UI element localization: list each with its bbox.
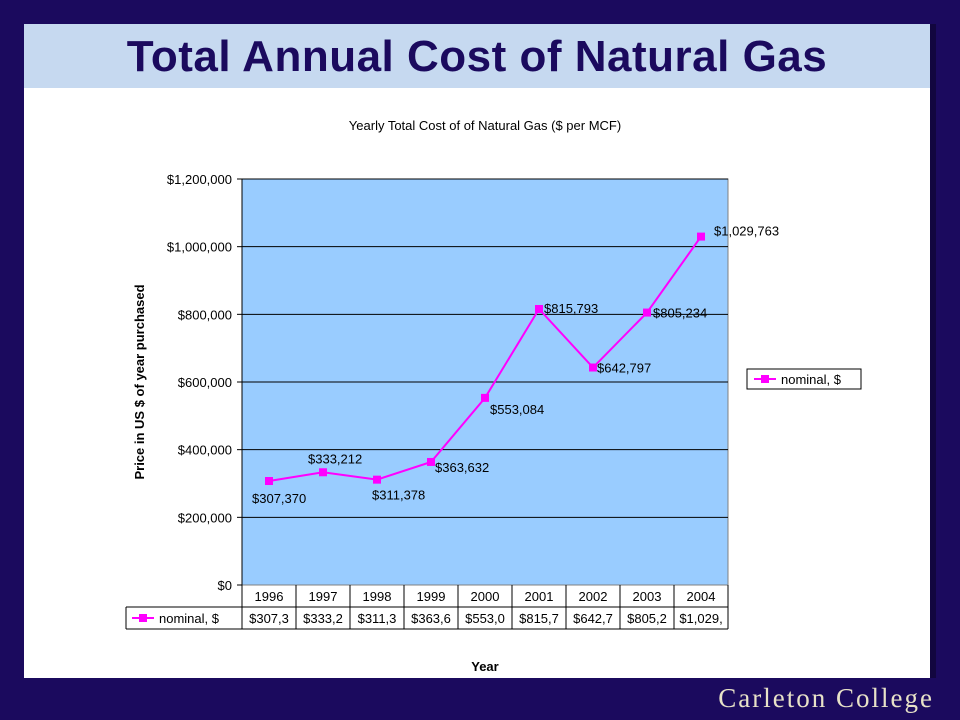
table-value: $805,2 bbox=[627, 611, 667, 626]
data-label: $553,084 bbox=[490, 402, 544, 417]
y-tick-label: $0 bbox=[218, 578, 232, 593]
table-value: $642,7 bbox=[573, 611, 613, 626]
title-band bbox=[24, 24, 930, 88]
data-point bbox=[535, 304, 543, 313]
data-table: 1996 $307,3 1997 $333,2 1998 $311,3 1999 $363,6… bbox=[125, 585, 729, 630]
data-point bbox=[373, 475, 381, 484]
chart: Yearly Total Cost of of Natural Gas ($ p… bbox=[125, 118, 862, 674]
x-axis-title: Year bbox=[471, 659, 498, 674]
y-tick-label: $1,200,000 bbox=[167, 172, 232, 187]
legend-box bbox=[746, 368, 862, 390]
data-point bbox=[589, 363, 597, 372]
legend-label: nominal, $ bbox=[781, 372, 842, 387]
x-tick-label: 2001 bbox=[525, 589, 554, 604]
legend-marker bbox=[761, 375, 769, 383]
table-legend-label: nominal, $ bbox=[159, 611, 220, 626]
x-tick-label: 2004 bbox=[687, 589, 716, 604]
data-label: $363,632 bbox=[435, 460, 489, 475]
x-tick-label: 2002 bbox=[579, 589, 608, 604]
y-tick-label: $600,000 bbox=[178, 375, 232, 390]
table-value: $311,3 bbox=[358, 611, 397, 626]
x-tick-label: 1997 bbox=[309, 589, 338, 604]
y-tick-label: $1,000,000 bbox=[167, 240, 232, 255]
y-tick-label: $200,000 bbox=[178, 510, 232, 525]
data-point bbox=[427, 457, 435, 466]
table-value: $553,0 bbox=[465, 611, 505, 626]
slide-title: Total Annual Cost of Natural Gas bbox=[126, 32, 828, 81]
table-value: $333,2 bbox=[303, 611, 343, 626]
legend: nominal, $ bbox=[746, 368, 862, 390]
table-value: $815,7 bbox=[519, 611, 559, 626]
y-axis-title: Price in US $ of year purchased bbox=[132, 284, 147, 479]
data-label: $307,370 bbox=[252, 491, 306, 506]
y-tick-label: $400,000 bbox=[178, 443, 232, 458]
data-point bbox=[643, 308, 651, 317]
data-label: $805,234 bbox=[653, 306, 707, 321]
data-label: $311,378 bbox=[372, 488, 425, 503]
data-point bbox=[319, 468, 327, 477]
data-label: $642,797 bbox=[597, 361, 651, 376]
table-value: $363,6 bbox=[411, 611, 451, 626]
chart-title: Yearly Total Cost of of Natural Gas ($ p… bbox=[349, 118, 621, 133]
slide: Total Annual Cost of Natural Gas Yearly … bbox=[24, 24, 936, 678]
y-tick-label: $800,000 bbox=[178, 307, 232, 322]
data-label: $1,029,763 bbox=[714, 224, 779, 239]
data-label: $815,793 bbox=[544, 301, 598, 316]
x-tick-label: 2000 bbox=[471, 589, 500, 604]
x-tick-label: 1996 bbox=[255, 589, 284, 604]
x-tick-label: 1998 bbox=[363, 589, 392, 604]
plot-area: $0 $200,000 $400,000 $600,000 $800,000 $1,000… bbox=[167, 172, 779, 593]
data-label: $333,212 bbox=[308, 451, 362, 466]
brand-logo-text: Carleton College bbox=[718, 683, 934, 713]
x-tick-label: 2003 bbox=[633, 589, 662, 604]
table-value: $307,3 bbox=[249, 611, 289, 626]
data-point bbox=[265, 477, 273, 486]
table-legend-marker bbox=[139, 614, 147, 622]
table-value: $1,029, bbox=[679, 611, 722, 626]
data-point bbox=[697, 232, 705, 241]
x-tick-label: 1999 bbox=[417, 589, 446, 604]
data-point bbox=[481, 393, 489, 402]
